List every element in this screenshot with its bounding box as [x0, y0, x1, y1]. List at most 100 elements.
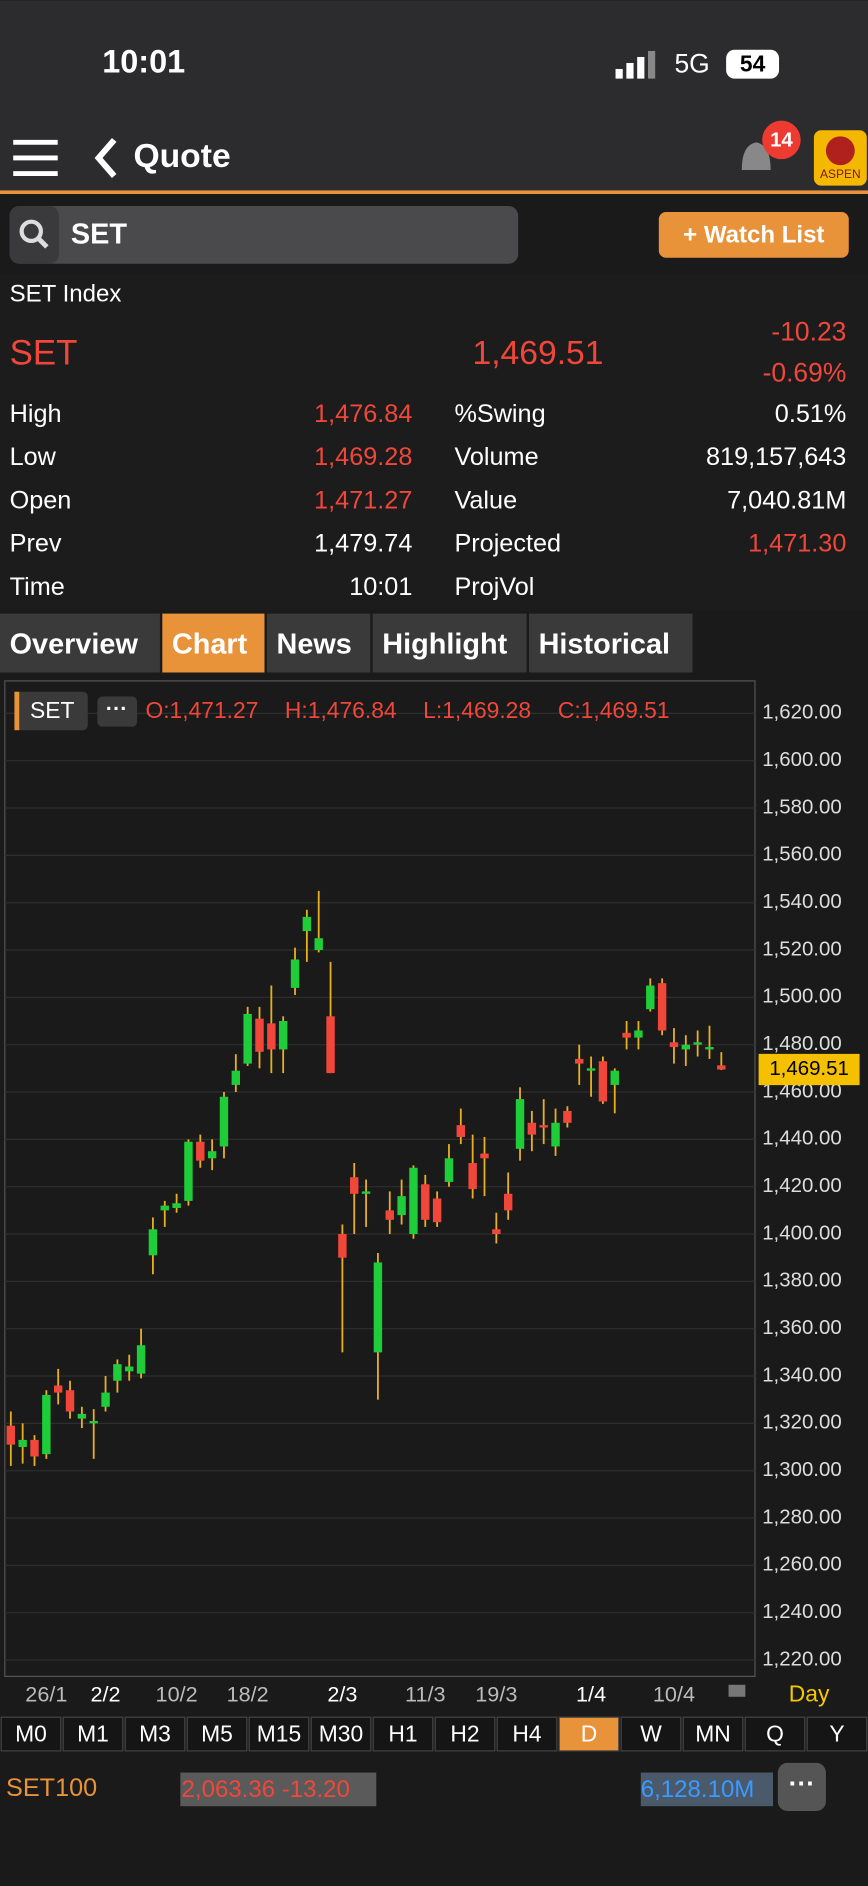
candle-body [622, 1032, 631, 1038]
timeframe-button[interactable] [124, 1716, 186, 1752]
tab-label: Historical [539, 629, 670, 661]
y-tick-label: 1,520.00 [762, 938, 842, 960]
candle-body [503, 1193, 513, 1211]
footer-more[interactable] [777, 1762, 826, 1811]
tab-label: Highlight [382, 629, 507, 661]
candle-body [385, 1210, 394, 1220]
timeframe-button[interactable] [620, 1716, 682, 1752]
candle-body [77, 1413, 87, 1419]
bell-icon[interactable] [741, 142, 771, 170]
candle-body [598, 1061, 608, 1102]
quote-label: Low [10, 443, 57, 471]
quote-label: Projected [454, 530, 561, 558]
watchlist-button[interactable] [658, 212, 849, 258]
tab-label: News [277, 629, 352, 661]
timeframe-label: Q [766, 1720, 784, 1746]
timeframe-button[interactable] [372, 1716, 434, 1752]
price-tag-label: 1,469.51 [769, 1058, 849, 1080]
badge [762, 120, 801, 160]
candle-body [18, 1439, 27, 1448]
logo-globe [825, 136, 855, 166]
y-tick-label: 1,400.00 [762, 1222, 842, 1244]
back-button[interactable] [94, 137, 117, 178]
network: 5G [674, 48, 709, 78]
candle-body [610, 1070, 619, 1085]
candle-body [456, 1125, 466, 1137]
candle-body [421, 1184, 430, 1220]
y-tick-label: 1,320.00 [762, 1412, 842, 1434]
quote-label: Value [454, 486, 517, 514]
footer-index-bg [180, 1772, 377, 1807]
y-tick-label: 1,480.00 [762, 1033, 842, 1055]
candle-body [480, 1153, 489, 1159]
candle-body [432, 1198, 442, 1223]
timeframe-button[interactable] [682, 1716, 744, 1752]
candle-body [350, 1177, 359, 1194]
quote-value: 1,476.84 [314, 400, 412, 428]
tab[interactable] [266, 613, 371, 673]
quote-panel [0, 273, 868, 610]
logo-text: ASPEN [820, 167, 861, 181]
symbol: SET [10, 333, 78, 372]
tab[interactable] [372, 613, 527, 673]
tab[interactable] [0, 613, 160, 673]
x-tick-label: 18/2 [227, 1681, 269, 1706]
x-tick-label: 11/3 [405, 1681, 445, 1706]
timeframe-button[interactable] [310, 1716, 372, 1752]
page-title: Quote [133, 138, 230, 175]
y-tick-label: 1,560.00 [762, 844, 842, 866]
timeframe-button[interactable] [434, 1716, 496, 1752]
price-tag [758, 1053, 860, 1086]
search-icon-bg [9, 206, 59, 264]
footer-more-dots: ··· [789, 1769, 815, 1799]
candle-body [657, 983, 667, 1031]
candle-body [65, 1390, 75, 1412]
candle-body [243, 1013, 252, 1064]
candle-body [326, 1016, 335, 1074]
index-name: SET Index [10, 280, 122, 307]
candle-body [53, 1385, 63, 1393]
timeframe-button[interactable] [0, 1716, 62, 1752]
candle-body [278, 1021, 288, 1050]
timeframe-button[interactable] [186, 1716, 248, 1752]
tab[interactable] [162, 613, 265, 673]
legend-more[interactable] [97, 696, 138, 727]
timeframe-button[interactable] [62, 1716, 124, 1752]
tab-label: Chart [172, 629, 248, 661]
candle-body [361, 1191, 371, 1194]
battery-level: 54 [740, 50, 766, 76]
candle-body [196, 1141, 205, 1161]
timeframe-button[interactable] [558, 1716, 620, 1752]
x-tick-label: 2/3 [327, 1681, 357, 1706]
timeframe-button[interactable] [248, 1716, 310, 1752]
quote-value: 1,479.74 [314, 530, 412, 558]
candle-body [207, 1151, 217, 1159]
quote-value: 819,157,643 [706, 443, 846, 471]
tabs: Overview Chart News Highlight Historical [0, 613, 693, 673]
tab-label: Overview [10, 629, 139, 661]
search-box[interactable] [9, 206, 519, 264]
timeframe-button[interactable] [496, 1716, 558, 1752]
legend-more-dots: ··· [106, 695, 128, 720]
quote-label: High [10, 400, 62, 428]
candle-body [705, 1047, 714, 1050]
x-tick-label: 1/4 [576, 1681, 606, 1706]
tab[interactable] [528, 613, 693, 673]
timeframe-label: H1 [388, 1720, 417, 1746]
ohlc-legend: O:1,471.27 H:1,476.84 L:1,469.28 C:1,469.51 [145, 697, 669, 723]
y-tick-label: 1,300.00 [762, 1459, 842, 1481]
candle-body [717, 1065, 726, 1070]
y-tick-label: 1,460.00 [762, 1080, 842, 1102]
quote-value: 1,469.28 [314, 443, 412, 471]
y-tick-label: 1,540.00 [762, 891, 842, 913]
top-bar [0, 0, 868, 193]
candle-body [6, 1425, 16, 1445]
timeframe-button[interactable] [806, 1716, 868, 1752]
menu-button[interactable] [13, 139, 58, 176]
timeframe-button[interactable] [744, 1716, 806, 1752]
lock-icon[interactable] [728, 1684, 746, 1697]
timeframe-label: W [640, 1720, 662, 1746]
quote-rows: High 1,476.84 %Swing 0.51% Low 1,469.28 Volume… [10, 400, 847, 601]
timeframe-label: M5 [201, 1720, 233, 1746]
